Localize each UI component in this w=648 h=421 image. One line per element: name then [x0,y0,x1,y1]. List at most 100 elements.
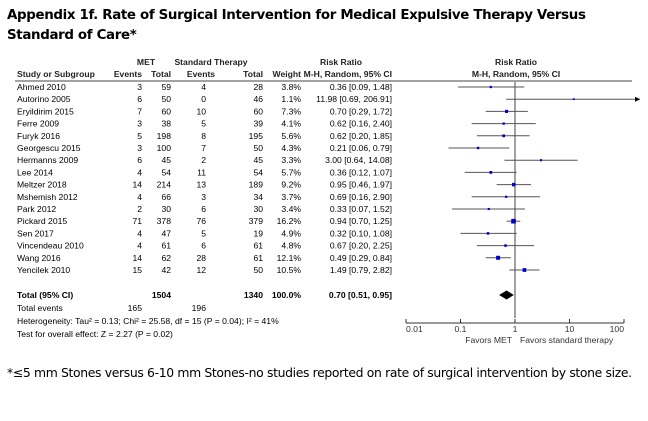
study-name: Autorino 2005 [17,94,71,104]
header-met: MET [137,57,156,67]
met-total: 47 [161,228,171,238]
std-events: 76 [196,216,206,226]
met-events: 4 [137,228,142,238]
weight: 12.1% [277,253,302,263]
risk-ratio-ci: 0.32 [0.10, 1.08] [330,228,392,238]
met-events: 4 [137,167,142,177]
std-events: 3 [201,192,206,202]
weight: 4.1% [281,119,301,129]
header-met-total: Total [151,69,171,79]
std-events: 13 [196,180,206,190]
met-total: 66 [161,192,171,202]
met-total: 214 [157,180,172,190]
std-events: 10 [196,106,206,116]
weight: 4.3% [281,143,301,153]
point-estimate [572,98,575,101]
point-estimate [512,182,516,187]
std-events: 4 [201,82,206,92]
std-total: 60 [253,106,263,116]
point-estimate [505,109,509,113]
std-total: 189 [249,180,264,190]
met-total: 59 [161,82,171,92]
study-name: Lee 2014 [17,167,53,177]
met-total: 62 [161,253,171,263]
study-row: Georgescu 2015 3 100 7 50 4.3% 0.21 [0.06, 0.7… [17,143,392,153]
study-name: Sen 2017 [17,228,54,238]
study-rows: Ahmed 2010 3 59 4 28 3.8% 0.36 [0.09, 1.48]Aut… [17,82,392,275]
weight: 3.8% [281,82,301,92]
study-row: Vincendeau 2010 4 61 6 61 4.8% 0.67 [0.20, 2.2… [17,241,392,251]
met-events: 3 [137,119,142,129]
met-events: 6 [137,94,142,104]
point-estimate [489,171,493,174]
point-estimate [489,85,492,89]
axis-tick-label: 10 [565,324,575,334]
std-total: 379 [249,216,264,226]
study-row: Ahmed 2010 3 59 4 28 3.8% 0.36 [0.09, 1.48] [17,82,392,92]
study-row: Hermanns 2009 6 45 2 45 3.3% 3.00 [0.64, 14.08… [17,155,392,165]
study-row: Mshemish 2012 4 66 3 34 3.7% 0.69 [0.16, 2.90] [17,192,392,202]
study-row: Lee 2014 4 54 11 54 5.7% 0.36 [0.12, 1.07] [17,167,392,177]
risk-ratio-ci: 0.95 [0.46, 1.97] [330,180,392,190]
study-name: Meltzer 2018 [17,180,67,190]
point-estimate [496,255,501,260]
study-row: Furyk 2016 5 198 8 195 5.6% 0.62 [0.20, 1.85] [17,131,392,141]
risk-ratio-ci: 1.49 [0.79, 2.82] [330,265,392,275]
study-name: Hermanns 2009 [17,155,78,165]
met-total: 50 [161,94,171,104]
study-row: Sen 2017 4 47 5 19 4.9% 0.32 [0.10, 1.08] [17,228,392,238]
std-total: 54 [253,167,263,177]
std-events: 8 [201,131,206,141]
study-name: Eryildirim 2015 [17,106,74,116]
overall-effect-text: Test for overall effect: Z = 2.27 (P = 0… [17,329,173,339]
risk-ratio-ci: 11.98 [0.69, 206.91] [316,94,392,104]
ci-arrow [635,96,640,102]
risk-ratio-ci: 0.94 [0.70, 1.25] [330,216,392,226]
met-total: 61 [161,241,171,251]
total-weight: 100.0% [272,290,302,300]
met-total: 60 [161,106,171,116]
std-events: 7 [201,143,206,153]
weight: 1.1% [281,94,301,104]
header-plot-method: M-H, Random, 95% CI [472,69,560,79]
point-estimate [539,159,543,162]
weight: 10.5% [277,265,302,275]
met-total: 42 [161,265,171,275]
weight: 3.4% [281,204,301,214]
std-events: 6 [201,204,206,214]
weight: 16.2% [277,216,302,226]
total-met-n: 1504 [152,290,171,300]
risk-ratio-ci: 0.69 [0.16, 2.90] [330,192,392,202]
met-events: 2 [137,204,142,214]
total-events-label: Total events [17,303,63,313]
total-events-met: 165 [128,303,143,313]
std-total: 34 [253,192,263,202]
header-weight: Weight [273,69,302,79]
std-events: 5 [201,228,206,238]
total-std-n: 1340 [244,290,263,300]
weight: 5.6% [281,131,301,141]
header-met-events: Events [114,69,142,79]
study-row: Wang 2016 14 62 28 61 12.1% 0.49 [0.29, 0.84] [17,253,392,263]
total-label: Total (95% CI) [17,290,73,300]
study-name: Wang 2016 [17,253,61,263]
plot-marks [448,82,640,318]
std-total: 195 [249,131,264,141]
risk-ratio-ci: 0.36 [0.12, 1.07] [330,167,392,177]
study-row: Autorino 2005 6 50 0 46 1.1% 11.98 [0.69, 206.… [17,94,392,104]
std-events: 2 [201,155,206,165]
met-events: 6 [137,155,142,165]
met-total: 38 [161,119,171,129]
point-estimate [522,268,527,272]
weight: 9.2% [281,180,301,190]
point-estimate [502,134,506,138]
axis-tick-label: 1 [513,324,518,334]
heterogeneity-text: Heterogeneity: Tau² = 0.13; Chi² = 25.58… [17,316,279,326]
weight: 5.7% [281,167,301,177]
study-name: Vincendeau 2010 [17,241,84,251]
std-total: 61 [253,253,263,263]
std-events: 6 [201,241,206,251]
point-estimate [486,232,490,235]
risk-ratio-ci: 3.00 [0.64, 14.08] [325,155,392,165]
